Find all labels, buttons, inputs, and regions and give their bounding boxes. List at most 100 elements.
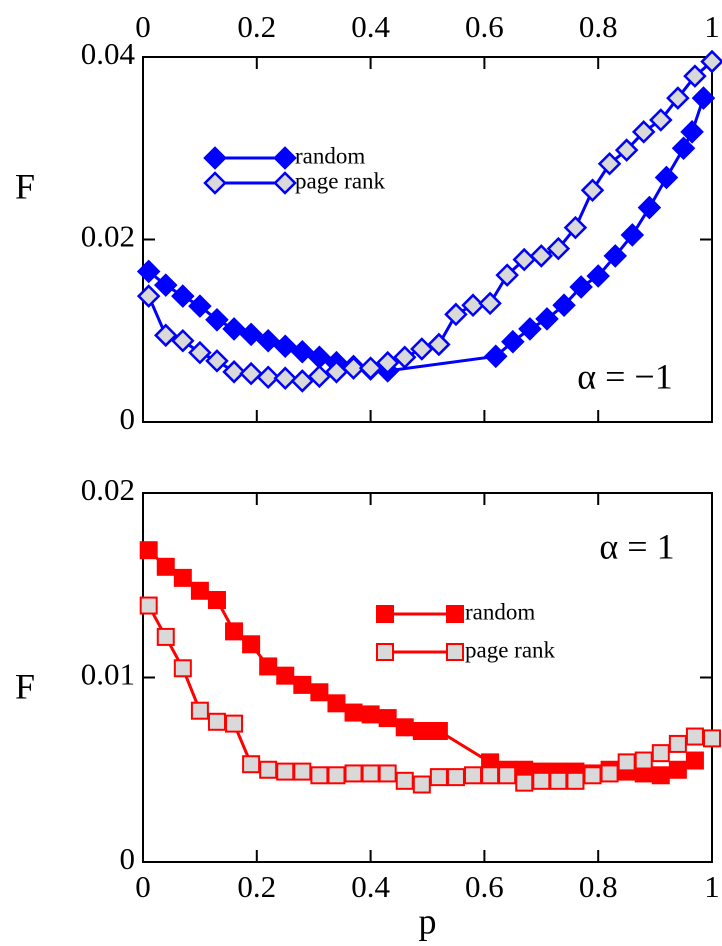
marker [501, 329, 525, 354]
marker [361, 764, 380, 783]
marker [685, 751, 704, 770]
marker [597, 151, 622, 176]
marker [620, 223, 645, 247]
marker [535, 307, 559, 331]
marker [484, 344, 508, 369]
marker [242, 755, 261, 774]
marker [205, 349, 229, 373]
marker [529, 244, 554, 268]
y-tick-label: 0.02 [81, 219, 135, 254]
marker [376, 605, 394, 623]
marker [139, 541, 158, 560]
marker [586, 264, 610, 288]
x-tick-label: 0.4 [351, 9, 390, 44]
x-tick-label: 0.6 [465, 869, 504, 904]
marker [446, 605, 464, 623]
marker [358, 356, 383, 380]
marker [376, 643, 394, 661]
marker [600, 764, 619, 783]
marker [190, 701, 209, 720]
y-tick-label: 0.04 [81, 36, 136, 71]
marker [173, 568, 192, 587]
marker [651, 766, 670, 785]
marker [637, 195, 662, 220]
marker [654, 165, 679, 190]
marker [153, 273, 178, 297]
x-tick-label: 0.8 [579, 869, 618, 904]
marker [546, 236, 571, 261]
marker [495, 263, 519, 287]
marker [136, 259, 161, 284]
marker [136, 284, 161, 308]
marker [634, 751, 653, 770]
marker [603, 244, 628, 268]
marker [222, 317, 246, 341]
marker [569, 275, 593, 299]
marker [668, 760, 687, 779]
marker [583, 766, 602, 785]
marker [532, 771, 551, 790]
x-tick-label: 1 [704, 869, 720, 904]
marker [703, 729, 721, 748]
x-tick-label: 0.2 [237, 869, 276, 904]
marker [256, 329, 280, 353]
marker [327, 766, 346, 785]
marker [276, 762, 295, 781]
marker [683, 64, 707, 88]
marker [341, 356, 366, 380]
marker [344, 703, 363, 722]
marker [222, 360, 246, 384]
marker [412, 722, 431, 741]
marker [481, 766, 500, 785]
marker [171, 329, 195, 353]
marker [446, 643, 464, 661]
y-tick-label: 0 [120, 401, 136, 436]
marker [498, 766, 517, 785]
marker [666, 86, 690, 110]
y-tick-label: 0.02 [81, 472, 135, 507]
marker [225, 622, 244, 641]
annotation: α = −1 [577, 356, 672, 396]
marker [429, 722, 448, 741]
marker [273, 334, 298, 359]
marker [256, 365, 280, 390]
x-tick-label: 0.2 [237, 9, 276, 44]
marker [273, 171, 297, 195]
legend-label: random [465, 599, 535, 624]
marker [631, 120, 656, 144]
marker [668, 734, 687, 753]
marker [515, 773, 534, 792]
legend-label: random [295, 143, 365, 168]
marker [207, 712, 226, 731]
marker [327, 694, 346, 713]
marker [444, 302, 468, 327]
x-tick-label: 0.8 [579, 9, 618, 44]
marker [680, 120, 704, 144]
marker [290, 369, 315, 393]
marker [259, 657, 278, 676]
marker [203, 146, 227, 170]
marker [392, 345, 417, 369]
marker [395, 718, 414, 737]
marker [378, 764, 397, 783]
legend-label: page rank [295, 168, 386, 193]
y-tick-label: 0.01 [81, 657, 135, 692]
marker [671, 136, 696, 161]
marker [156, 557, 175, 576]
marker [310, 766, 329, 785]
y-tick-label: 0 [120, 841, 136, 876]
marker [156, 627, 175, 646]
marker [378, 709, 397, 728]
marker [691, 86, 716, 110]
marker [293, 762, 312, 781]
marker [307, 364, 332, 389]
marker [139, 596, 158, 615]
marker [617, 753, 636, 772]
marker [651, 744, 670, 763]
marker [242, 635, 261, 654]
marker [461, 293, 485, 317]
legend-label: page rank [465, 637, 556, 662]
marker [563, 215, 588, 240]
marker [190, 581, 209, 600]
marker [173, 659, 192, 678]
